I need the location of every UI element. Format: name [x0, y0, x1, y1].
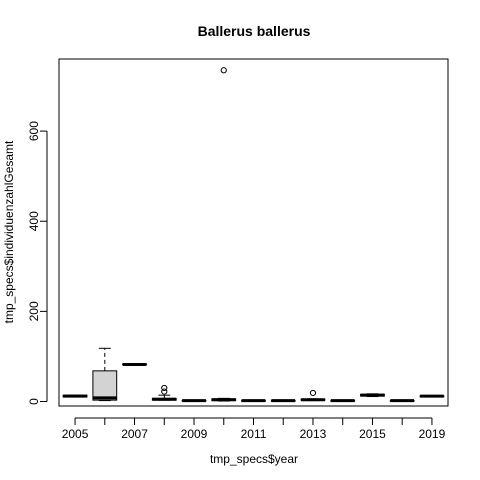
box-2018 — [389, 399, 415, 403]
y-tick-label: 200 — [27, 301, 41, 321]
y-tick-label: 600 — [27, 121, 41, 141]
box-2009 — [181, 399, 207, 403]
chart-title: Ballerus ballerus — [198, 23, 311, 39]
box-2005 — [62, 394, 88, 398]
y-axis-label: tmp_specs$individuenzahlGesamt — [2, 140, 16, 323]
x-axis-label: tmp_specs$year — [210, 452, 298, 466]
outlier-point — [309, 389, 317, 397]
box-2010 — [211, 67, 237, 402]
y-tick-label: 0 — [27, 398, 41, 405]
box-2008 — [151, 384, 177, 401]
x-tick-label: 2019 — [419, 427, 446, 441]
box-2007 — [122, 363, 147, 367]
box-2014 — [330, 399, 356, 403]
outlier-point — [161, 384, 168, 392]
box-2012 — [270, 399, 296, 403]
y-axis: 0 200 400 600 — [27, 121, 48, 405]
x-tick-label: 2011 — [241, 427, 267, 441]
x-axis: 2005 2007 2009 2011 2013 2015 2019 — [62, 417, 446, 441]
box-2011 — [241, 399, 266, 403]
outlier-point — [161, 388, 168, 395]
box-2019 — [419, 394, 445, 398]
box-2006 — [92, 347, 118, 402]
x-tick-label: 2007 — [121, 427, 148, 441]
box-2015 — [360, 393, 385, 398]
outlier-point — [220, 67, 227, 74]
x-tick-label: 2015 — [359, 427, 386, 441]
box-iqr — [92, 370, 118, 401]
box-2013 — [300, 389, 326, 402]
x-tick-label: 2009 — [181, 427, 208, 441]
boxes — [62, 67, 445, 403]
y-tick-label: 400 — [27, 211, 41, 231]
x-tick-label: 2005 — [62, 427, 89, 441]
plot-frame — [58, 58, 449, 407]
x-tick-label: 2013 — [300, 427, 327, 441]
